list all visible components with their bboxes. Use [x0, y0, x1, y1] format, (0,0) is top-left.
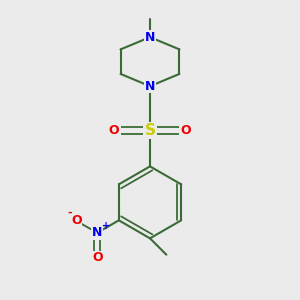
Text: S: S [145, 123, 155, 138]
Text: O: O [71, 214, 82, 227]
Text: +: + [102, 221, 110, 231]
Text: -: - [68, 208, 72, 218]
Text: O: O [109, 124, 119, 137]
Text: N: N [92, 226, 103, 239]
Text: O: O [181, 124, 191, 137]
Text: N: N [145, 80, 155, 93]
Text: N: N [145, 31, 155, 44]
Text: O: O [92, 251, 103, 264]
